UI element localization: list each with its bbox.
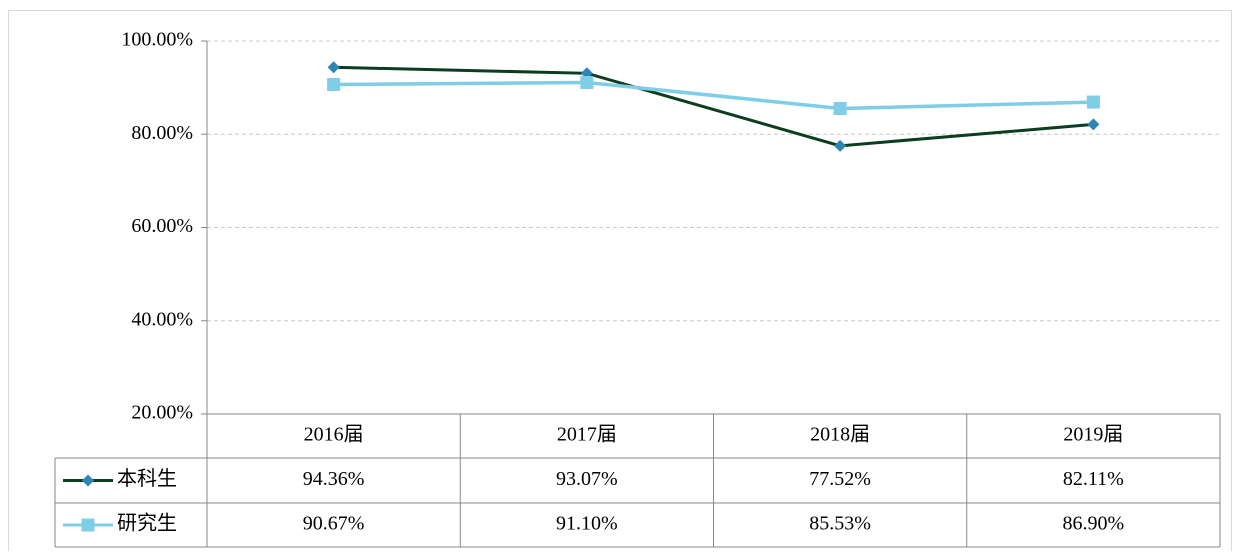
legend-label: 本科生	[117, 467, 177, 490]
chart-frame	[8, 10, 1232, 556]
table-value: 77.52%	[809, 468, 871, 490]
table-value: 94.36%	[303, 468, 365, 490]
x-tick-label: 2017届	[557, 424, 617, 446]
table-value: 93.07%	[556, 468, 618, 490]
table-value: 82.11%	[1063, 468, 1124, 490]
table-value: 86.90%	[1063, 513, 1125, 535]
x-tick-label: 2019届	[1063, 424, 1123, 446]
table-value: 90.67%	[303, 513, 365, 535]
marker	[833, 101, 847, 115]
marker	[1087, 118, 1100, 131]
legend-label: 研究生	[117, 512, 177, 535]
marker	[82, 474, 94, 487]
marker	[1086, 95, 1100, 109]
y-tick-label: 40.00%	[131, 308, 193, 330]
marker	[81, 518, 95, 532]
series-line	[333, 80, 1094, 111]
marker	[834, 139, 847, 152]
table-value: 91.10%	[556, 513, 618, 535]
marker	[327, 61, 340, 74]
x-tick-label: 2016届	[304, 424, 364, 446]
y-tick-label: 100.00%	[121, 29, 193, 51]
y-tick-label: 20.00%	[131, 402, 193, 424]
series-line	[333, 65, 1094, 148]
marker	[580, 75, 594, 89]
table-value: 85.53%	[809, 513, 871, 535]
marker	[327, 78, 341, 92]
y-tick-label: 60.00%	[131, 215, 193, 237]
y-tick-label: 80.00%	[131, 122, 193, 144]
x-tick-label: 2018届	[810, 424, 870, 446]
